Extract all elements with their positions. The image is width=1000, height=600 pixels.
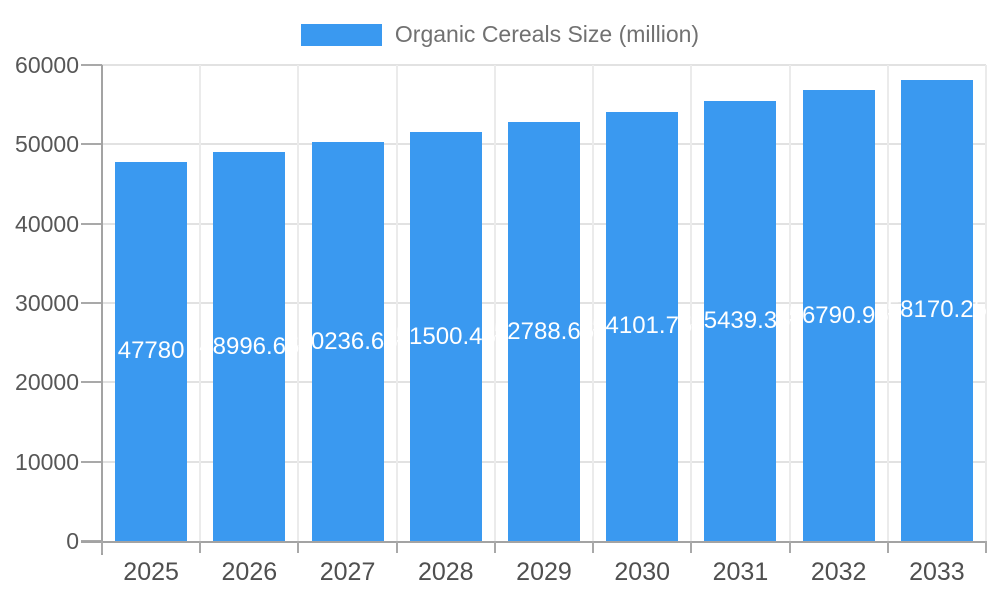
- x-tick-label: 2025: [123, 558, 179, 586]
- gridline-vertical: [297, 65, 300, 541]
- chart-legend: Organic Cereals Size (million): [0, 21, 1000, 48]
- x-axis-tick: [493, 541, 496, 553]
- x-axis-tick: [592, 541, 595, 553]
- x-axis-tick: [297, 541, 300, 553]
- x-axis-tick: [199, 541, 202, 553]
- bar-value-label: 56790.95: [788, 301, 889, 329]
- x-tick-label: 2032: [810, 558, 867, 586]
- x-axis-tick: [690, 541, 693, 553]
- y-axis-tick: [81, 460, 102, 463]
- gridline-vertical: [886, 65, 889, 541]
- y-axis-tick: [81, 381, 102, 384]
- x-axis-tick: [886, 541, 889, 553]
- x-tick-label: 2033: [909, 558, 965, 586]
- legend-label: Organic Cereals Size (million): [394, 21, 700, 47]
- x-tick-label: 2028: [417, 558, 474, 586]
- gridline-vertical: [592, 65, 595, 541]
- legend-color-swatch: [300, 23, 382, 46]
- bar-value-label: 55439.35: [690, 307, 791, 335]
- y-tick-label: 50000: [15, 131, 79, 158]
- gridline-vertical: [690, 65, 693, 541]
- y-tick-label: 40000: [15, 210, 79, 237]
- bar[interactable]: [704, 101, 777, 541]
- bar-value-label: 47780: [117, 337, 185, 365]
- x-axis-tick: [101, 541, 103, 553]
- bar[interactable]: [115, 161, 188, 541]
- gridline-vertical: [788, 65, 791, 541]
- y-tick-label: 10000: [15, 448, 79, 475]
- y-tick-label: 0: [66, 528, 79, 554]
- bar-value-label: 51500.45: [395, 322, 496, 350]
- bar[interactable]: [606, 111, 679, 541]
- y-axis-tick: [81, 222, 102, 225]
- bar[interactable]: [802, 90, 875, 541]
- x-tick-label: 2029: [516, 558, 572, 586]
- bar-value-label: 54101.75: [592, 312, 693, 340]
- y-tick-label: 20000: [15, 369, 79, 396]
- bar[interactable]: [409, 132, 482, 541]
- x-axis-line: [81, 541, 986, 543]
- gridline-vertical: [199, 65, 202, 541]
- x-axis-tick: [788, 541, 791, 553]
- gridline-horizontal: [102, 64, 986, 66]
- x-tick-label: 2027: [319, 558, 376, 586]
- bar[interactable]: [311, 142, 384, 541]
- gridline-vertical: [493, 65, 496, 541]
- x-tick-label: 2030: [614, 558, 671, 586]
- bar-value-label: 50236.65: [297, 327, 398, 355]
- bar[interactable]: [508, 122, 580, 541]
- y-axis-tick: [81, 143, 102, 146]
- bar-value-label: 58170.25: [886, 296, 987, 324]
- y-tick-label: 60000: [15, 52, 79, 78]
- y-axis-tick: [81, 64, 102, 66]
- x-tick-label: 2026: [221, 558, 278, 586]
- bar[interactable]: [900, 79, 973, 541]
- x-axis-tick: [985, 541, 987, 553]
- x-tick-label: 2031: [712, 558, 769, 586]
- bar-value-label: 48996.65: [199, 332, 300, 360]
- x-axis-tick: [395, 541, 398, 553]
- bar-value-label: 52788.65: [493, 317, 595, 345]
- y-tick-label: 30000: [15, 290, 79, 316]
- gridline-vertical: [395, 65, 398, 541]
- bar[interactable]: [213, 152, 286, 541]
- y-axis-tick: [81, 302, 102, 304]
- y-axis-line: [101, 65, 103, 555]
- gridline-vertical: [985, 65, 987, 541]
